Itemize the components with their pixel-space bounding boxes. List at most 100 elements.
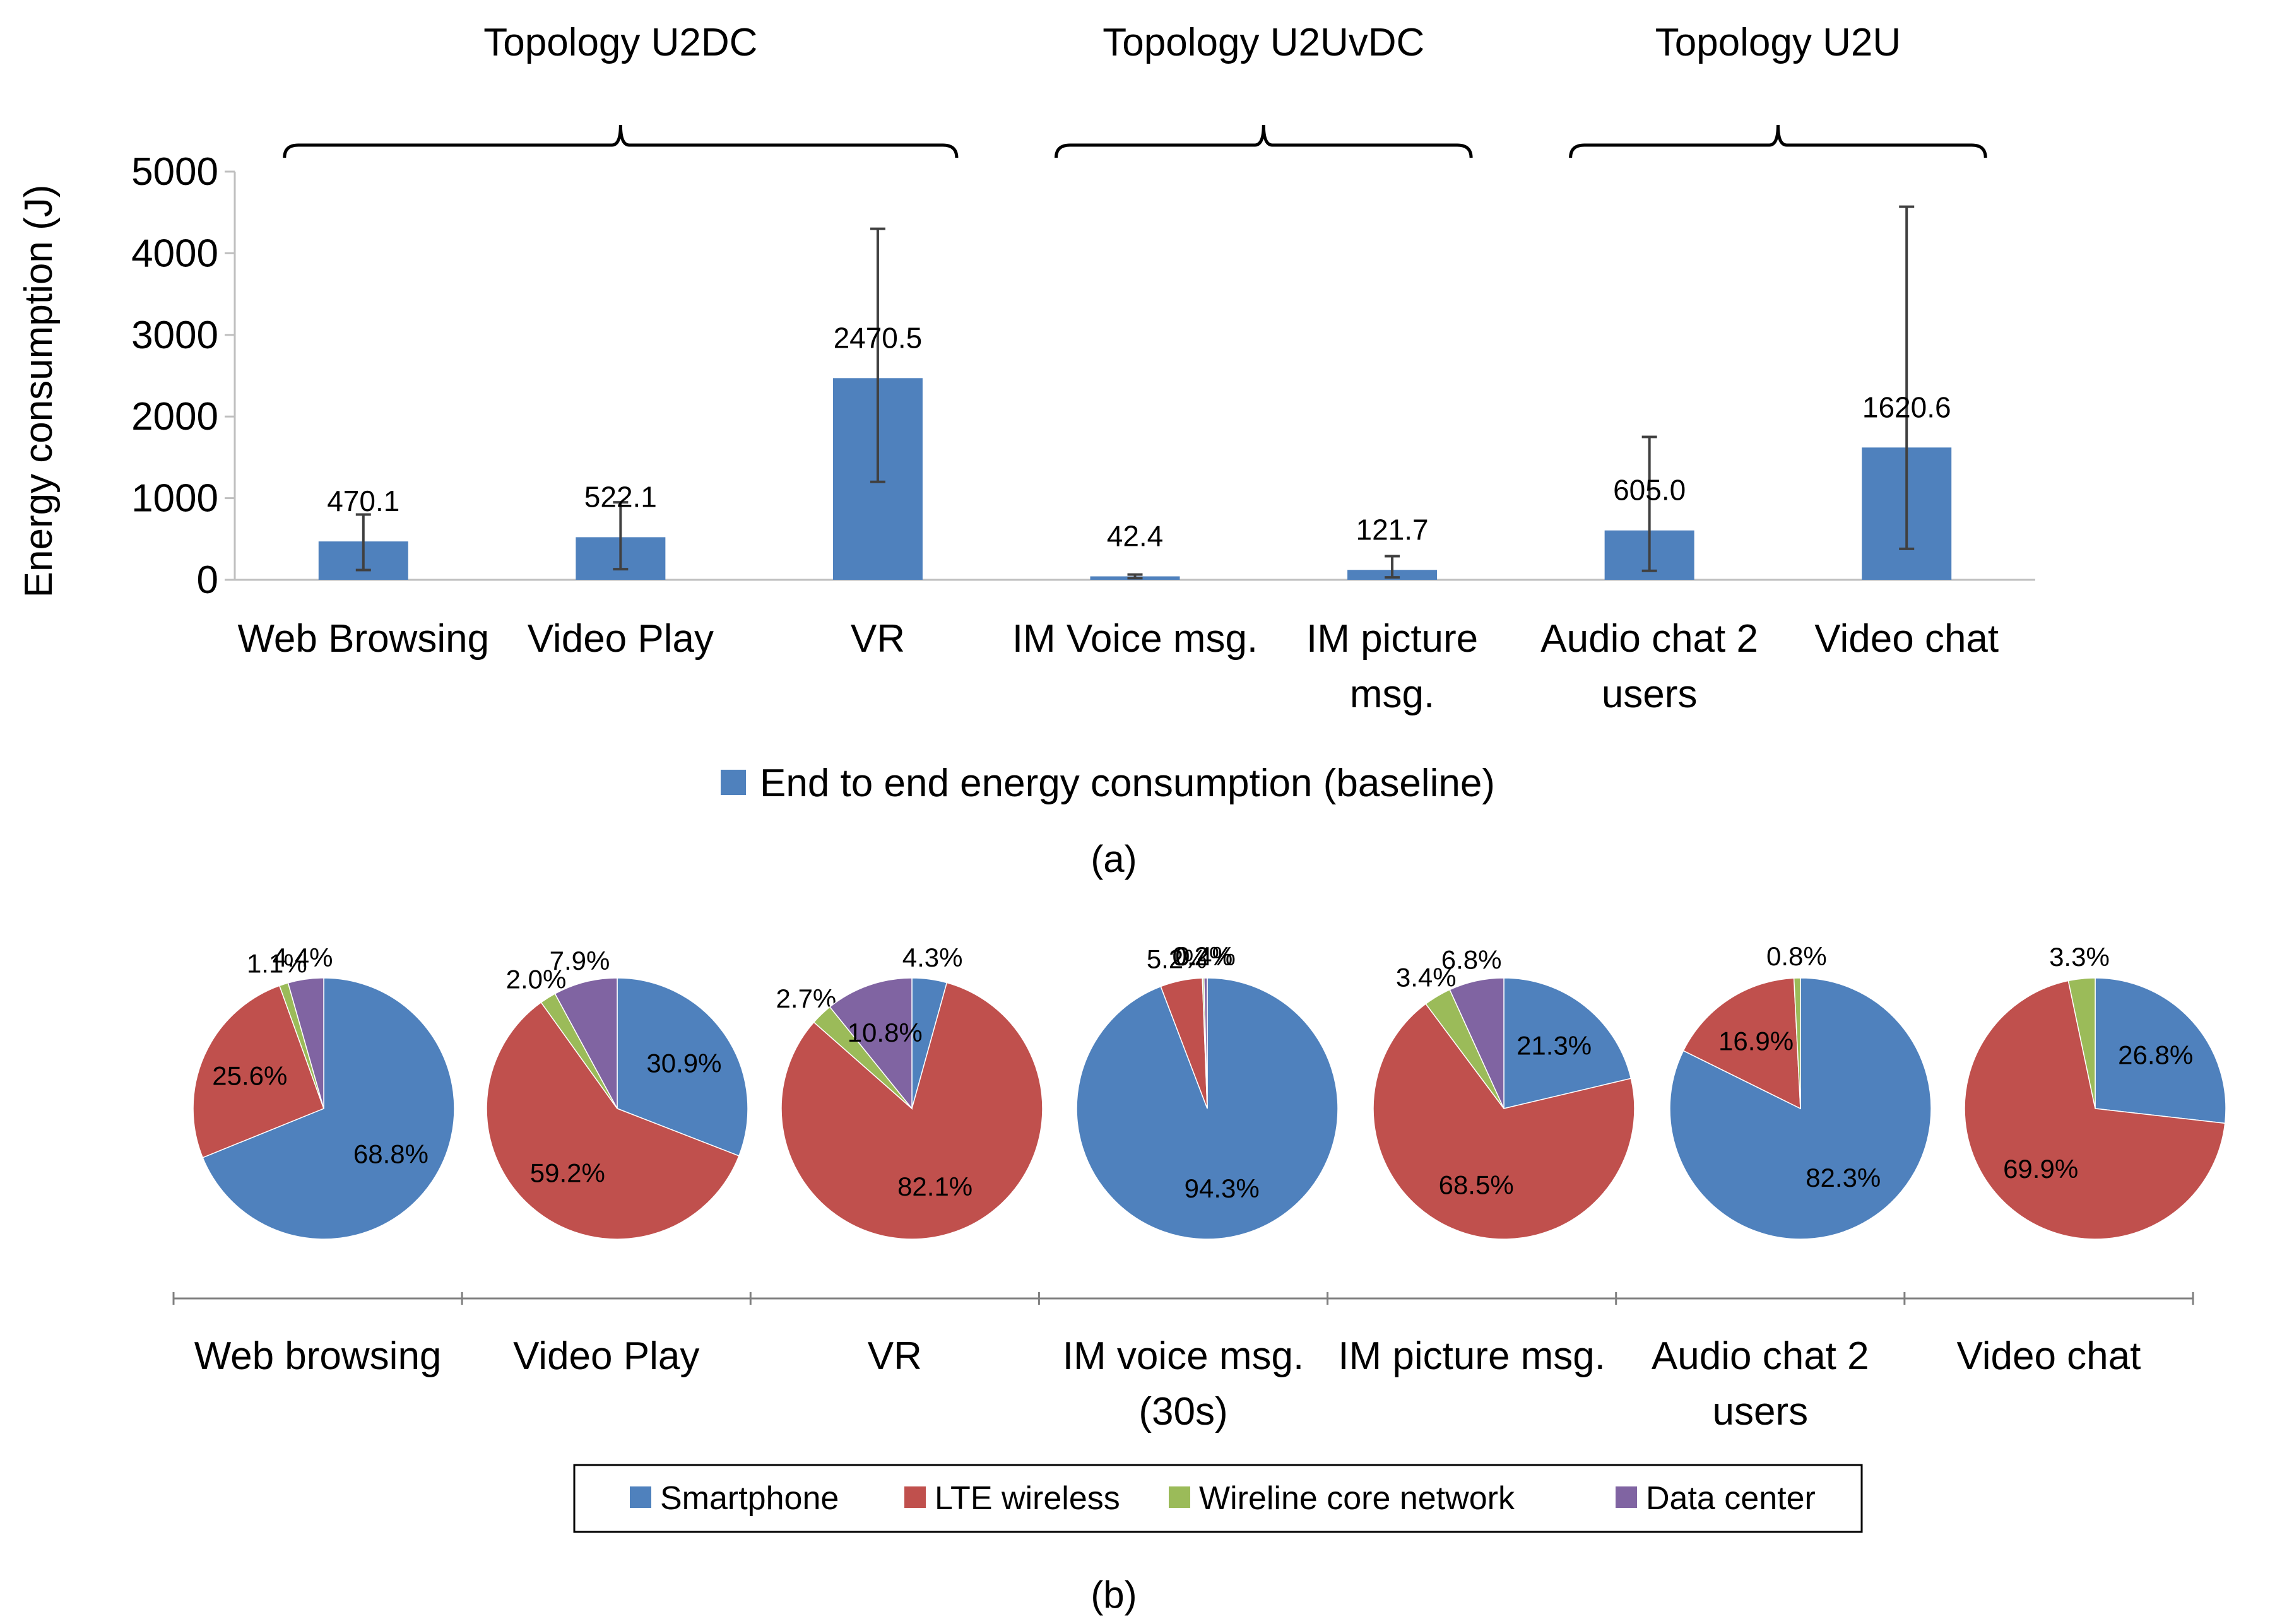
pie-category-label: Web browsing <box>194 1334 442 1378</box>
y-tick-label: 4000 <box>131 232 218 275</box>
pie: 68.8% 25.6% 1.1%4.4% <box>192 943 455 1240</box>
pie-category-label: Video Play <box>513 1334 699 1378</box>
pie-slice-label: 69.9% <box>2003 1154 2078 1184</box>
pie-legend-swatch <box>904 1486 926 1508</box>
y-tick-label: 5000 <box>131 150 218 194</box>
pie-category-axis: Web browsing Video Play VR IM voice msg. (30… <box>172 1292 2194 1433</box>
topology-label: Topology U2DC <box>483 21 757 64</box>
pie-slice-label: 94.3% <box>1185 1174 1260 1203</box>
bar-data-label: 121.7 <box>1356 513 1429 546</box>
panel-a-bar-chart: Topology U2DC Topology U2UvDC Topology U2U… <box>17 21 2035 880</box>
pie: 4.3% 82.1% 2.7% 10.8% <box>776 943 1043 1240</box>
pie-slice-label: 30.9% <box>646 1049 721 1078</box>
pie-slice-label: 16.9% <box>1718 1027 1794 1056</box>
topology-groups: Topology U2DC Topology U2UvDC Topology U2U <box>283 21 1987 158</box>
pie-legend-frame <box>573 1464 1863 1533</box>
topology-label: Topology U2UvDC <box>1102 21 1424 64</box>
pie-slice-label: 0.4% <box>1175 941 1236 971</box>
x-category-label: IM picture <box>1306 617 1478 661</box>
y-tick-label: 1000 <box>131 477 218 521</box>
pie-category-label: Video chat <box>1956 1334 2141 1378</box>
x-category-label: IM Voice msg. <box>1012 617 1258 661</box>
topology-brace <box>1055 124 1473 158</box>
pie-slice-label: 6.8% <box>1441 944 1502 974</box>
x-category-label: VR <box>851 617 905 661</box>
pie-slice-label: 4.3% <box>902 943 963 972</box>
pie-slice <box>1793 977 1801 1109</box>
pie-slice <box>617 977 748 1156</box>
pie-slice-label: 82.1% <box>897 1172 972 1201</box>
bar-legend: End to end energy consumption (baseline) <box>721 762 1495 805</box>
bar-data-label: 42.4 <box>1107 520 1164 553</box>
y-tick-label: 0 <box>197 558 218 602</box>
pie: 94.3% 5.2%0.2%0.4% <box>1076 941 1339 1240</box>
pie-slice <box>1203 977 1208 1109</box>
pie-legend-label: Data center <box>1646 1480 1816 1517</box>
topology-brace <box>1569 124 1987 158</box>
pie-slice <box>2095 977 2226 1124</box>
pie-category-label: IM picture msg. <box>1338 1334 1605 1378</box>
pie-slice <box>2067 977 2096 1109</box>
pie-slice-label: 0.8% <box>1766 941 1827 971</box>
pie-slice <box>1669 977 1932 1240</box>
legend-swatch <box>721 770 746 795</box>
pie-category-label: IM voice msg. <box>1063 1334 1304 1378</box>
topology-brace <box>283 124 959 158</box>
caption-a: (a) <box>1091 838 1137 880</box>
x-axis-categories: Web Browsing Video Play VR IM Voice msg. IM … <box>237 617 1999 716</box>
pie-legend-swatch <box>630 1486 651 1508</box>
x-category-label: msg. <box>1350 673 1434 716</box>
pie-slice-label: 25.6% <box>212 1061 287 1091</box>
x-category-label: Audio chat 2 <box>1540 617 1758 661</box>
pie-slice-label: 26.8% <box>2118 1040 2193 1070</box>
pie-category-label: (30s) <box>1138 1390 1227 1433</box>
pie-slice <box>287 977 324 1109</box>
y-axis: 0 1000 2000 3000 4000 5000 <box>131 150 2035 602</box>
pie-slice-label: 4.4% <box>273 943 333 972</box>
pie-slice-label: 7.9% <box>550 946 610 975</box>
x-category-label: Video chat <box>1814 617 1999 661</box>
x-category-label: users <box>1602 673 1698 716</box>
bar-data-label: 605.0 <box>1613 474 1686 507</box>
legend-label: End to end energy consumption (baseline) <box>760 762 1495 805</box>
pies: 68.8% 25.6% 1.1%4.4% 30.9% 59.2% 2.0%7.9% 4.3%… <box>192 941 2226 1240</box>
pie: 26.8% 69.9% 3.3% <box>1964 942 2226 1240</box>
pie-legend-label: Wireline core network <box>1199 1480 1515 1517</box>
pie-slice <box>829 977 913 1110</box>
pie-category-label: users <box>1712 1390 1808 1433</box>
pie-legend: Smartphone LTE wireless Wireline core netw… <box>573 1464 1863 1533</box>
pie-category-label: VR <box>868 1334 922 1378</box>
pie: 30.9% 59.2% 2.0%7.9% <box>486 946 748 1240</box>
x-category-label: Web Browsing <box>237 617 489 661</box>
pie-slice-label: 0.2% <box>1173 941 1233 971</box>
pie-slice-label: 2.0% <box>506 965 567 994</box>
caption-b: (b) <box>1091 1574 1137 1616</box>
panel-b-pie-charts: 68.8% 25.6% 1.1%4.4% 30.9% 59.2% 2.0%7.9% 4.3%… <box>172 941 2226 1616</box>
pie-slice <box>1449 977 1504 1109</box>
pie-legend-label: Smartphone <box>660 1480 839 1517</box>
pie-slice <box>202 977 455 1240</box>
pie-legend-swatch <box>1169 1486 1190 1508</box>
pie-slice-label: 5.2% <box>1147 944 1207 974</box>
pie-slice-label: 3.3% <box>2049 942 2110 972</box>
x-category-label: Video Play <box>528 617 714 661</box>
bar-data-label: 2470.5 <box>834 321 923 354</box>
pie-slice-label: 1.1% <box>247 948 307 978</box>
pie-slice-label: 59.2% <box>530 1158 605 1187</box>
bar-data-label: 1620.6 <box>1862 391 1951 423</box>
bars: 470.1 522.1 2470.5 42.4 121.7 605.0 1620.6 <box>318 205 1952 580</box>
topology-label: Topology U2U <box>1655 21 1901 64</box>
pie-legend-swatch <box>1616 1486 1637 1508</box>
pie-slice-label: 2.7% <box>776 984 837 1013</box>
pie-slice-label: 3.4% <box>1396 963 1457 992</box>
pie-slice <box>1682 977 1801 1110</box>
y-tick-label: 2000 <box>131 395 218 438</box>
y-axis-label: Energy consumption (J) <box>17 185 61 598</box>
pie-slice <box>781 982 1043 1240</box>
bar-data-label: 522.1 <box>584 480 657 513</box>
pie-slice-label: 82.3% <box>1806 1163 1881 1192</box>
pie-slice <box>1373 1003 1635 1240</box>
pie-slice <box>1503 977 1632 1109</box>
pie: 82.3% 16.9% 0.8% <box>1669 941 1932 1240</box>
